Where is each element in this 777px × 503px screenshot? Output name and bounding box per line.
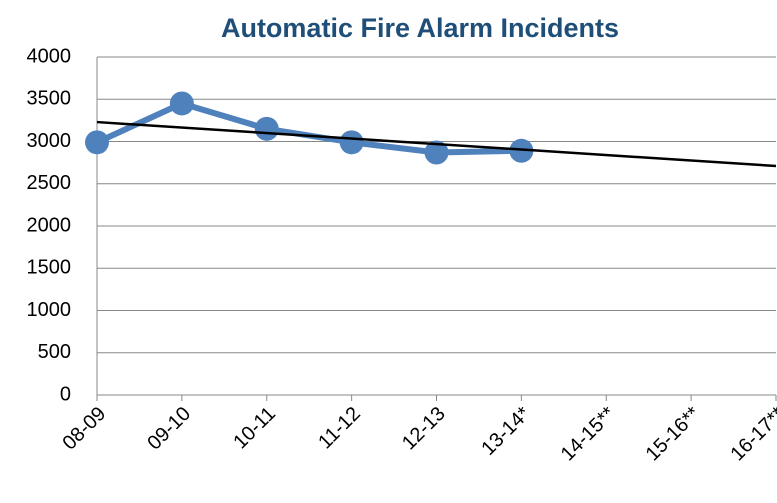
- x-tick-label: 16-17**: [727, 403, 777, 466]
- point: [254, 116, 279, 141]
- point: [509, 138, 534, 163]
- x-tick-label: 11-12: [314, 403, 365, 454]
- chart-title: Automatic Fire Alarm Incidents: [221, 13, 619, 43]
- y-tick-label: 2500: [27, 172, 72, 194]
- y-tick-label: 1000: [27, 299, 72, 321]
- x-tick-label: 09-10: [143, 403, 195, 455]
- y-tick-label: 500: [38, 341, 71, 363]
- x-tick-label: 12-13: [398, 403, 450, 455]
- y-tick-label: 3500: [27, 88, 72, 110]
- x-tick-label: 14-15**: [557, 403, 620, 466]
- y-tick-label: 1500: [27, 257, 72, 279]
- x-tick-label: 15-16**: [642, 403, 705, 466]
- y-tick-label: 0: [60, 383, 71, 405]
- point: [424, 140, 449, 165]
- y-tick-label: 2000: [27, 214, 72, 236]
- trendline: [96, 120, 777, 168]
- x-tick-label: 13-14*: [477, 403, 534, 460]
- x-tick-label: 08-09: [59, 403, 111, 455]
- y-tick-label: 4000: [27, 45, 72, 67]
- point: [85, 130, 109, 155]
- point: [339, 130, 364, 155]
- y-tick-label: 3000: [27, 130, 72, 152]
- point: [169, 91, 194, 116]
- x-tick-label: 10-11: [229, 403, 280, 454]
